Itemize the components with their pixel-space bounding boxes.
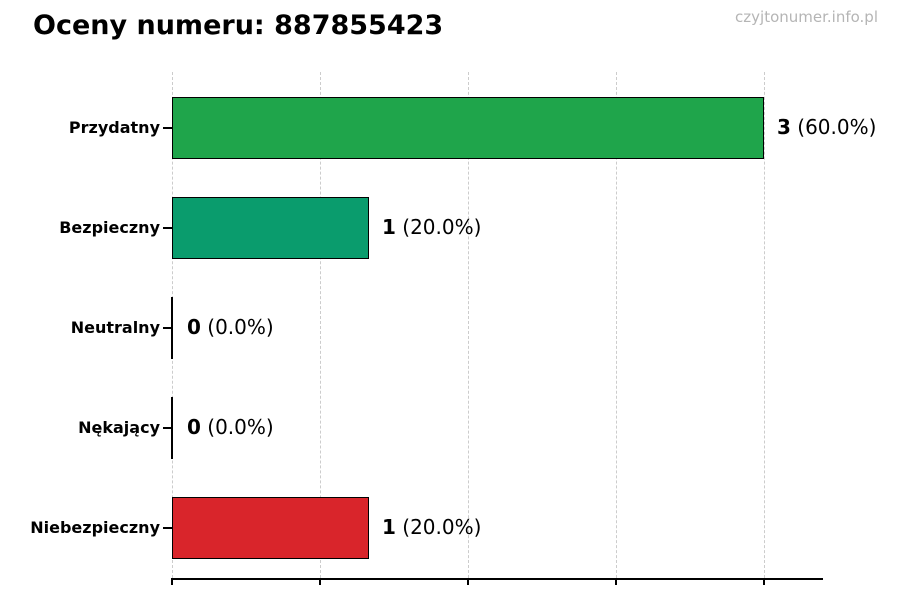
value-percent: (20.0%) bbox=[395, 515, 482, 539]
category-label-neutralny: Neutralny bbox=[70, 318, 160, 337]
gridline bbox=[616, 72, 617, 578]
value-count: 3 bbox=[777, 115, 791, 139]
bar-n-kaj-cy bbox=[171, 397, 173, 459]
category-label-przydatny: Przydatny bbox=[68, 118, 160, 137]
gridline bbox=[320, 72, 321, 578]
x-axis-tick bbox=[467, 579, 469, 585]
gridline bbox=[468, 72, 469, 578]
y-axis-tick bbox=[163, 127, 172, 129]
chart-title: Oceny numeru: 887855423 bbox=[33, 10, 444, 41]
value-label-niebezpieczny: 1 (20.0%) bbox=[382, 514, 481, 541]
x-axis-tick bbox=[171, 579, 173, 585]
value-count: 1 bbox=[382, 515, 396, 539]
value-label-neutralny: 0 (0.0%) bbox=[187, 314, 274, 341]
value-percent: (20.0%) bbox=[395, 215, 482, 239]
x-axis-tick bbox=[615, 579, 617, 585]
category-label-niebezpieczny: Niebezpieczny bbox=[30, 518, 160, 537]
value-percent: (60.0%) bbox=[790, 115, 877, 139]
value-percent: (0.0%) bbox=[200, 315, 274, 339]
x-axis-line bbox=[171, 578, 823, 580]
x-axis-tick bbox=[319, 579, 321, 585]
x-axis-tick bbox=[763, 579, 765, 585]
y-axis-tick bbox=[163, 527, 172, 529]
bar-przydatny bbox=[172, 97, 764, 159]
category-label-n-kaj-cy: Nękający bbox=[78, 418, 160, 437]
value-label-bezpieczny: 1 (20.0%) bbox=[382, 214, 481, 241]
y-axis-tick bbox=[163, 427, 172, 429]
watermark-text: czyjtonumer.info.pl bbox=[735, 8, 878, 26]
y-axis-tick bbox=[163, 327, 172, 329]
value-label-przydatny: 3 (60.0%) bbox=[777, 114, 876, 141]
bar-niebezpieczny bbox=[172, 497, 369, 559]
value-percent: (0.0%) bbox=[200, 415, 274, 439]
gridline bbox=[764, 72, 765, 578]
value-count: 0 bbox=[187, 415, 201, 439]
value-label-n-kaj-cy: 0 (0.0%) bbox=[187, 414, 274, 441]
bar-neutralny bbox=[171, 297, 173, 359]
bar-bezpieczny bbox=[172, 197, 369, 259]
value-count: 1 bbox=[382, 215, 396, 239]
value-count: 0 bbox=[187, 315, 201, 339]
y-axis-tick bbox=[163, 227, 172, 229]
category-label-bezpieczny: Bezpieczny bbox=[59, 218, 160, 237]
